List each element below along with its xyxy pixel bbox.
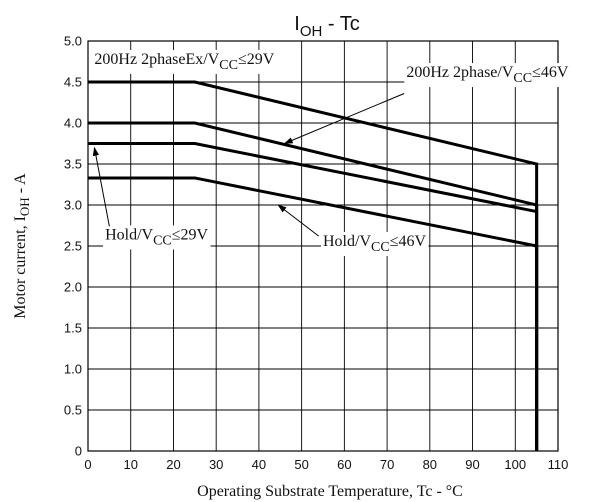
annotation-backgrounds (92, 49, 571, 256)
annotation-label: Hold/VCC≤46V (323, 233, 426, 255)
x-tick-label: 30 (209, 457, 223, 472)
y-axis-ticks: 0 0.5 1.0 1.5 2.0 2.5 3.0 3.5 4.0 4.5 5.0 (64, 34, 82, 459)
x-axis-label: Operating Substrate Temperature, Tc - °C (197, 483, 463, 500)
annotation-background (103, 225, 211, 250)
y-tick-label: 3.0 (64, 198, 82, 213)
y-tick-label: 2.0 (64, 280, 82, 295)
y-tick-label: 3.5 (64, 157, 82, 172)
annotation-background (404, 63, 571, 88)
y-tick-label: 1.5 (64, 321, 82, 336)
y-tick-label: 2.5 (64, 239, 82, 254)
y-tick-label: 1.0 (64, 362, 82, 377)
annotation-background (321, 232, 429, 256)
annotation-label: 200Hz 2phaseEx/VCC≤29V (94, 51, 274, 73)
x-tick-label: 0 (84, 457, 91, 472)
annotation-arrow (283, 93, 405, 144)
x-tick-label: 20 (166, 457, 180, 472)
x-tick-label: 40 (252, 457, 266, 472)
x-tick-label: 10 (123, 457, 137, 472)
chart-title: IOH - Tc (294, 13, 359, 40)
y-axis-label: Motor current, IOH - A (12, 173, 32, 319)
x-axis-ticks: 0 10 20 30 40 50 60 70 80 90 100 110 (84, 457, 568, 472)
annotation-background (92, 49, 277, 74)
y-tick-label: 0 (75, 444, 82, 459)
x-tick-label: 60 (337, 457, 351, 472)
series-line-1 (88, 80, 539, 451)
series-lines (88, 80, 539, 451)
x-tick-label: 90 (465, 457, 479, 472)
annotation-arrows (92, 93, 405, 237)
x-tick-label: 50 (294, 457, 308, 472)
annotation-label: 200Hz 2phase/VCC≤46V (406, 64, 569, 86)
x-tick-label: 100 (504, 457, 526, 472)
annotation-arrow (277, 204, 320, 237)
annotations: 200Hz 2phaseEx/VCC≤29V 200Hz 2phase/VCC≤4… (94, 51, 568, 255)
x-tick-label: 80 (423, 457, 437, 472)
annotation-arrow (92, 146, 110, 227)
plot-frame (87, 40, 559, 452)
y-tick-label: 0.5 (64, 403, 82, 418)
annotation-label: Hold/VCC≤29V (105, 226, 208, 248)
grid-lines (88, 41, 558, 451)
y-tick-label: 4.5 (64, 75, 82, 90)
series-line-4 (88, 176, 539, 451)
y-tick-label: 4.0 (64, 116, 82, 131)
y-tick-label: 5.0 (64, 34, 82, 49)
x-tick-label: 110 (548, 457, 569, 472)
x-tick-label: 70 (380, 457, 394, 472)
